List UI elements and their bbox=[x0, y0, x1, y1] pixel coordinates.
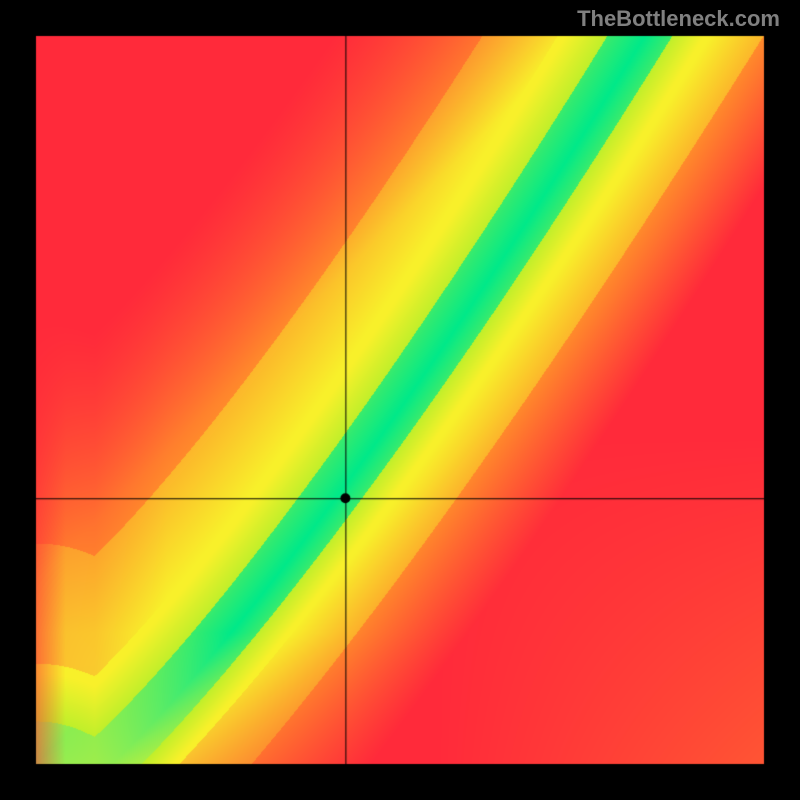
chart-container: TheBottleneck.com bbox=[0, 0, 800, 800]
watermark-text: TheBottleneck.com bbox=[577, 6, 780, 32]
heatmap-canvas bbox=[0, 0, 800, 800]
